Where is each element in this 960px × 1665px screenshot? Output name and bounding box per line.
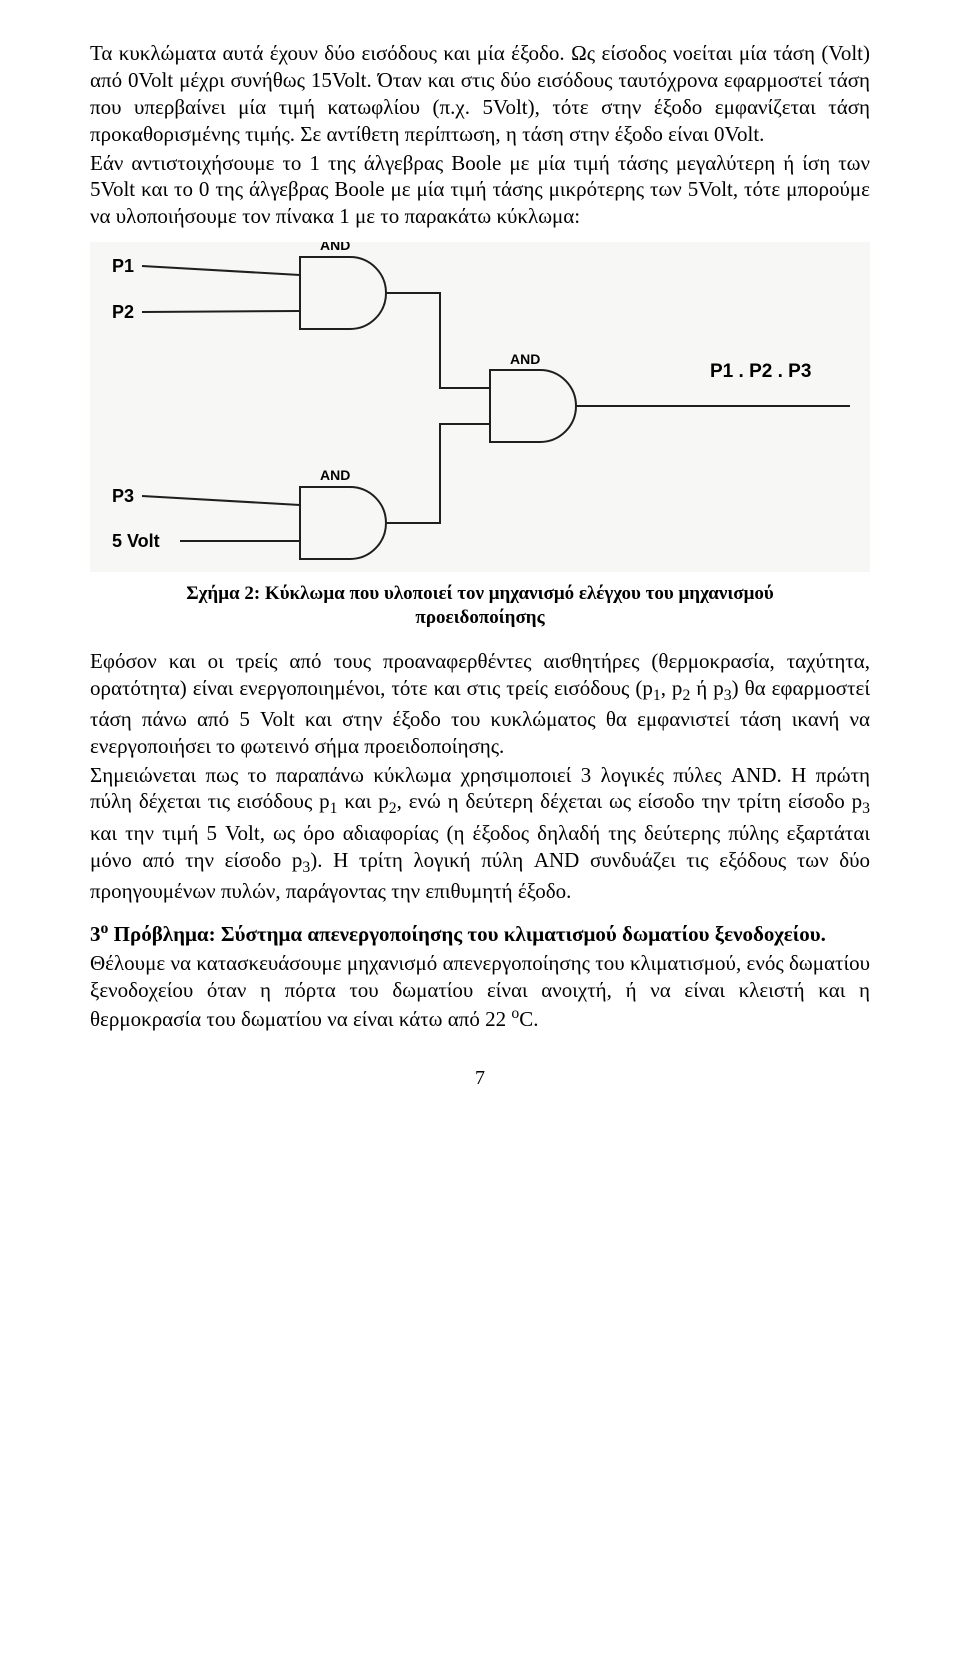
paragraph-4: Σημειώνεται πως το παραπάνω κύκλωμα χρησ…: [90, 762, 870, 905]
label-output: P1 . P2 . P3: [710, 361, 811, 382]
circuit-diagram: P1 P2 P3 5 Volt AND AND AND: [90, 242, 870, 572]
caption-line-1: Σχήμα 2: Κύκλωμα που υλοποιεί τον μηχανι…: [186, 583, 774, 604]
p3-seg-c: ή p: [690, 676, 723, 700]
paragraph-1: Τα κυκλώματα αυτά έχουν δύο εισόδους και…: [90, 40, 870, 148]
label-p2: P2: [112, 302, 134, 322]
problem-3-heading: 3ο Πρόβλημα: Σύστημα απενεργοποίησης του…: [90, 919, 870, 948]
label-p1: P1: [112, 256, 134, 276]
paragraph-2: Εάν αντιστοιχήσουμε το 1 της άλγεβρας Bo…: [90, 150, 870, 231]
wire-p2: [142, 311, 300, 312]
figure-caption: Σχήμα 2: Κύκλωμα που υλοποιεί τον μηχανι…: [90, 582, 870, 630]
heading-num: 3: [90, 922, 101, 946]
label-p3: P3: [112, 486, 134, 506]
p5-seg-a: Θέλουμε να κατασκευάσουμε μηχανισμό απεν…: [90, 951, 870, 1031]
and-label-2: AND: [320, 467, 350, 483]
paragraph-3: Εφόσον και οι τρείς από τους προαναφερθέ…: [90, 648, 870, 760]
p5-seg-b: C.: [519, 1007, 538, 1031]
caption-line-2: προειδοποίησης: [415, 607, 544, 628]
page: Τα κυκλώματα αυτά έχουν δύο εισόδους και…: [0, 0, 960, 1132]
p4-seg-b: και p: [337, 789, 388, 813]
and-label-3: AND: [510, 351, 540, 367]
heading-text: Πρόβλημα: Σύστημα απενεργοποίησης του κλ…: [108, 922, 826, 946]
and-label-1: AND: [320, 242, 350, 253]
page-number: 7: [90, 1066, 870, 1092]
paragraph-5: Θέλουμε να κατασκευάσουμε μηχανισμό απεν…: [90, 950, 870, 1033]
p3-seg-b: , p: [661, 676, 683, 700]
label-5volt: 5 Volt: [112, 531, 160, 551]
p4-seg-c: , ενώ η δεύτερη δέχεται ως είσοδο την τρ…: [397, 789, 863, 813]
